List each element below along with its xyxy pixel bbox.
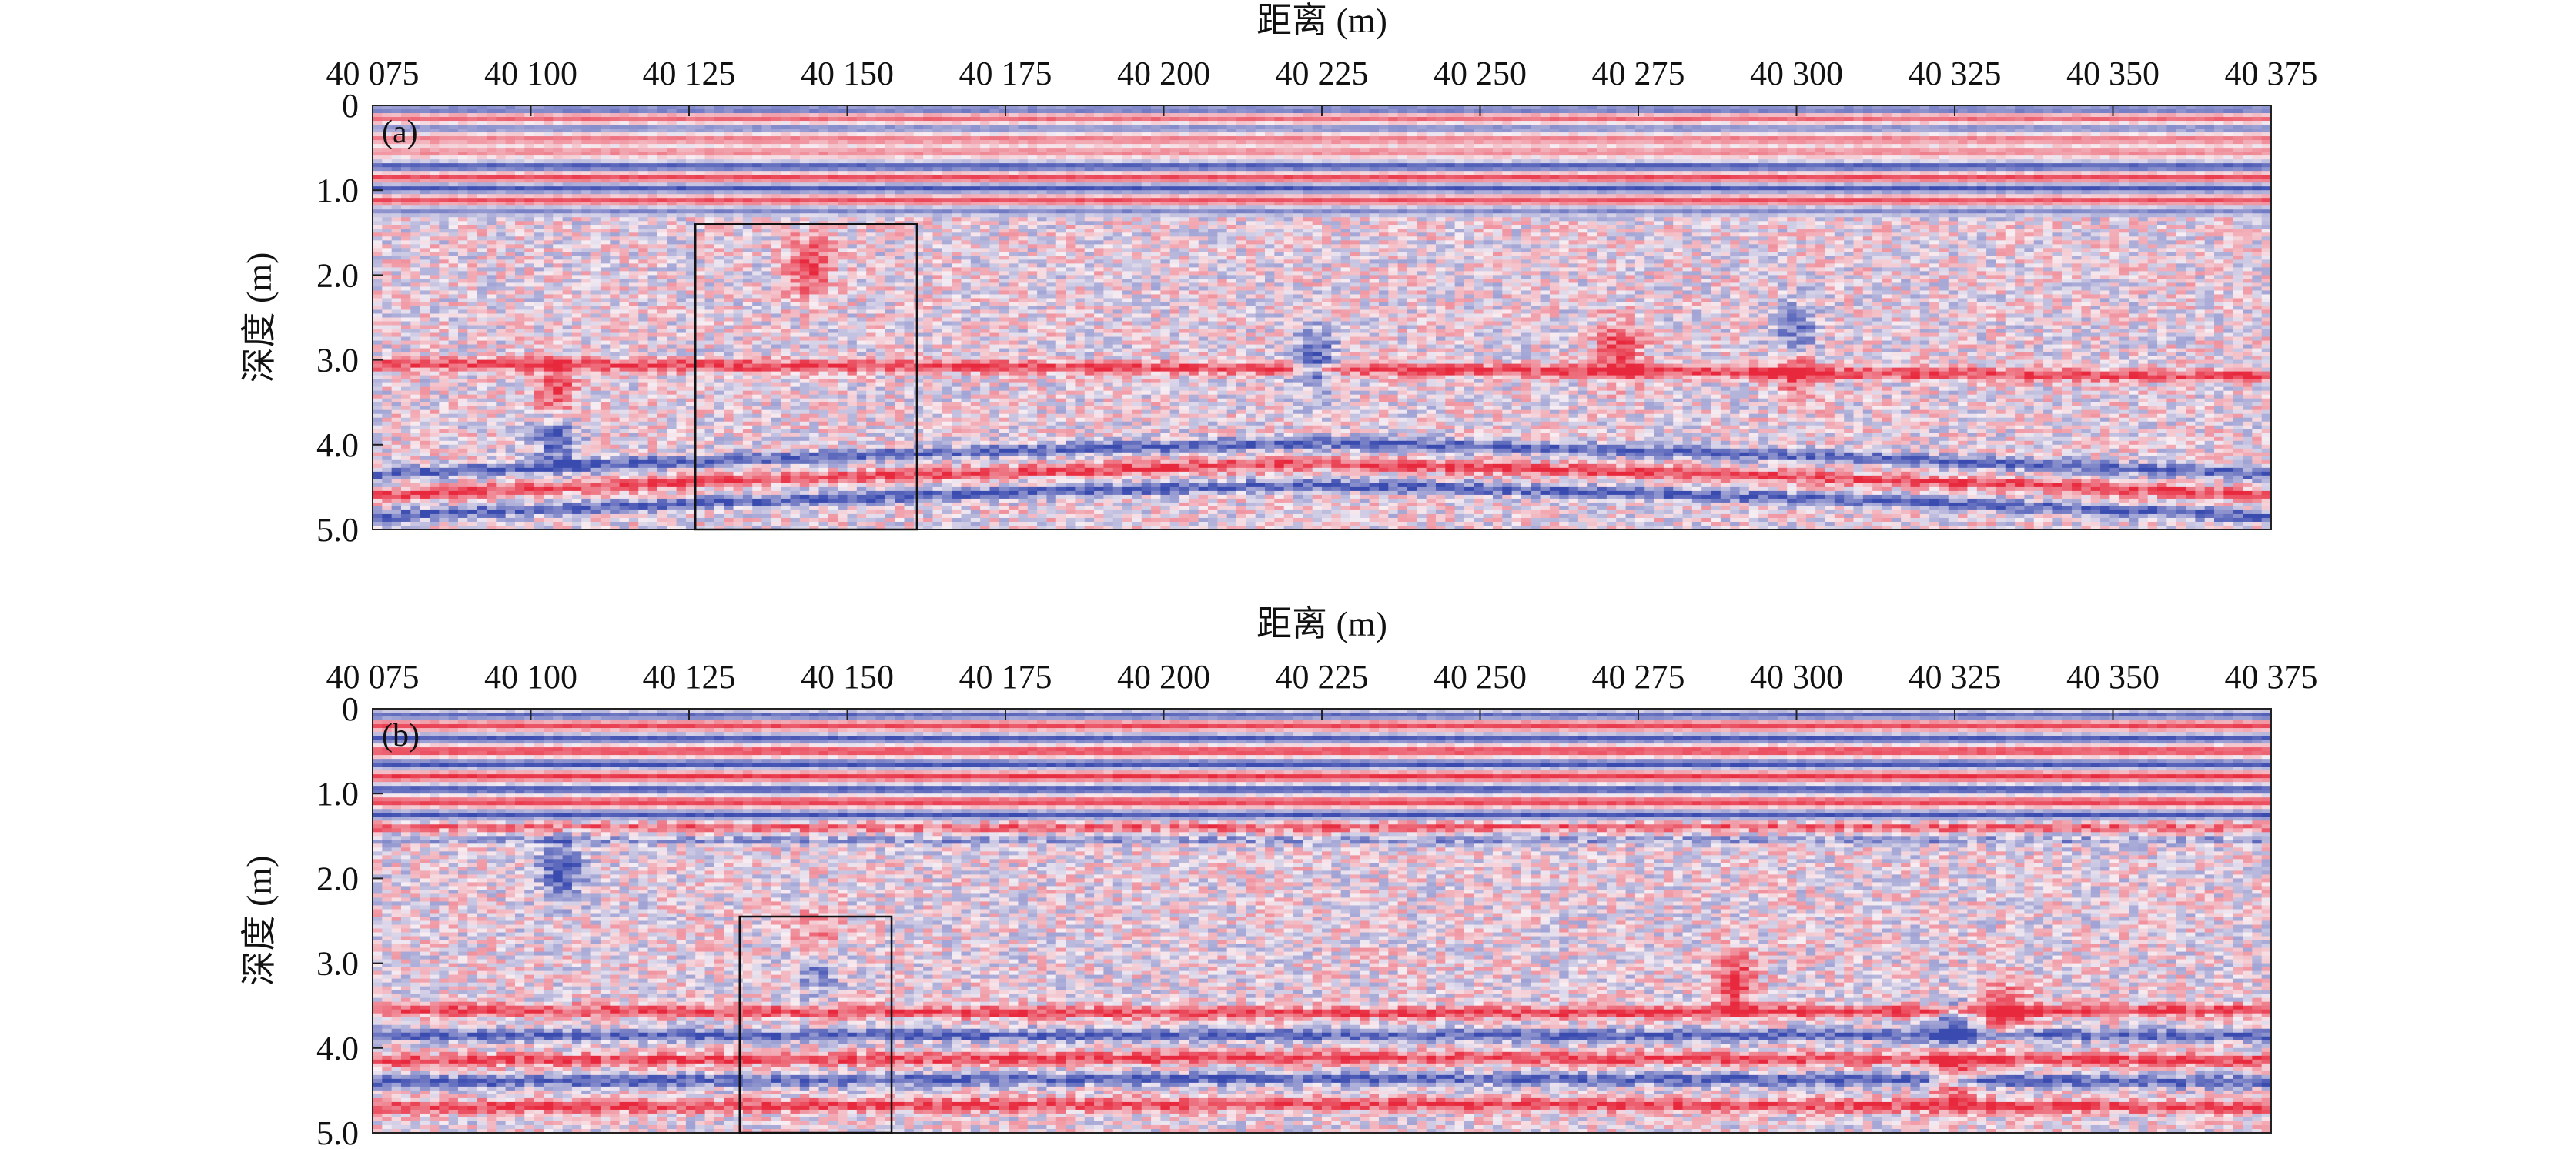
x-tick-label: 40 075 [326, 55, 420, 92]
panel-label: (b) [382, 718, 420, 753]
y-tick-label: 3.0 [316, 342, 359, 379]
y-tick-label: 5.0 [316, 511, 359, 549]
radargram-image [373, 709, 2271, 1133]
x-tick-label: 40 225 [1276, 658, 1369, 696]
panel-b: (b) 40 075 40 100 40 125 40 150 40 175 40 200 4… [239, 604, 2318, 1149]
x-tick-label: 40 100 [484, 658, 577, 696]
x-tick-label: 40 300 [1750, 55, 1843, 92]
highlight-box [694, 223, 918, 531]
y-tick-label: 4.0 [316, 426, 359, 464]
x-tick-label: 40 325 [1909, 658, 2002, 696]
x-tick-label: 40 075 [326, 658, 420, 696]
x-tick-label: 40 275 [1592, 55, 1685, 92]
x-tick-label: 40 175 [959, 55, 1052, 92]
x-tick-label: 40 325 [1909, 55, 2002, 92]
y-axis-label: 深度 (m) [239, 856, 279, 987]
x-axis-label: 距离 (m) [1256, 1, 1387, 40]
x-tick-label: 40 100 [484, 55, 577, 92]
x-tick-label: 40 225 [1276, 55, 1369, 92]
y-tick-label: 3.0 [316, 945, 359, 983]
x-tick-label: 40 250 [1434, 55, 1527, 92]
y-axis-label: 深度 (m) [239, 252, 279, 383]
y-tick-label: 0 [342, 87, 359, 125]
x-tick-label: 40 375 [2225, 55, 2318, 92]
y-tick-label: 1.0 [316, 172, 359, 209]
x-tick-label: 40 175 [959, 658, 1052, 696]
x-tick-label: 40 375 [2225, 658, 2318, 696]
x-tick-label: 40 350 [2066, 658, 2159, 696]
x-tick-label: 40 250 [1434, 658, 1527, 696]
y-tick-label: 1.0 [316, 775, 359, 813]
highlight-box [738, 915, 893, 1134]
panel-a: (a) 40 075 40 100 40 125 40 150 40 175 40 200 4… [239, 1, 2318, 549]
x-tick-label: 40 200 [1117, 658, 1210, 696]
y-tick-label: 2.0 [316, 860, 359, 897]
x-tick-label: 40 300 [1750, 658, 1843, 696]
x-tick-label: 40 200 [1117, 55, 1210, 92]
radargram-image [373, 105, 2271, 529]
y-tick-label: 4.0 [316, 1030, 359, 1067]
panel-label: (a) [382, 115, 418, 150]
y-tick-label: 0 [342, 690, 359, 728]
x-tick-label: 40 275 [1592, 658, 1685, 696]
y-tick-label: 2.0 [316, 256, 359, 294]
x-tick-label: 40 150 [801, 658, 894, 696]
x-tick-label: 40 125 [643, 55, 736, 92]
x-tick-label: 40 150 [801, 55, 894, 92]
x-axis-label: 距离 (m) [1256, 604, 1387, 643]
x-tick-label: 40 350 [2066, 55, 2159, 92]
y-tick-label: 5.0 [316, 1114, 359, 1149]
x-tick-label: 40 125 [643, 658, 736, 696]
